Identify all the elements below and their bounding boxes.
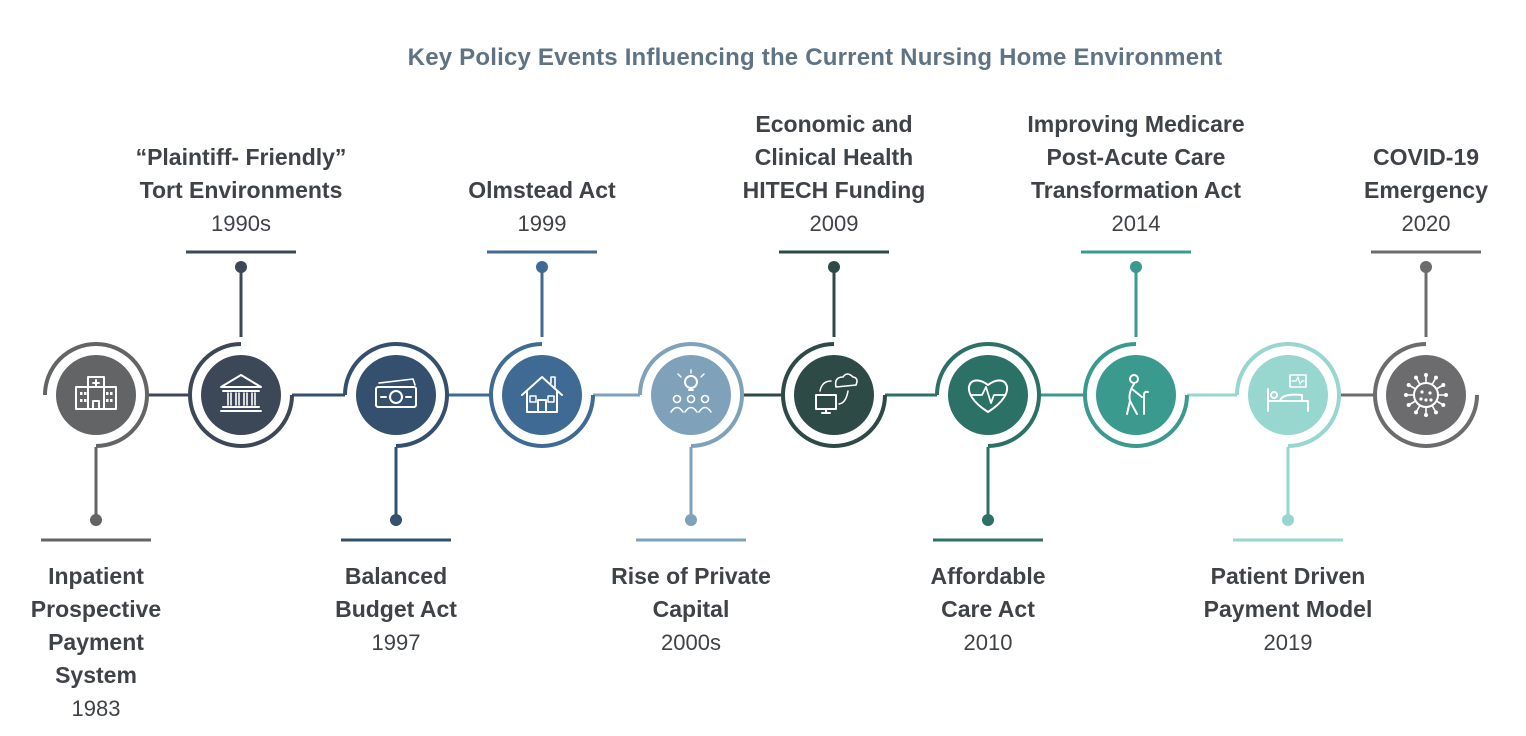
event-label: Improving Medicare Post-Acute Care Trans… [986, 108, 1286, 240]
event-name: Economic and Clinical Health HITECH Fund… [742, 111, 926, 203]
event-year: 2014 [1111, 211, 1161, 236]
event-dot [982, 514, 994, 526]
event-ring [781, 342, 887, 448]
event-circle [56, 355, 136, 435]
event-ring [1373, 342, 1479, 448]
event-dot [1282, 514, 1294, 526]
cloud-computer-icon [815, 373, 858, 414]
event-circle [1096, 355, 1176, 435]
event-name: Patient Driven Payment Model [1203, 563, 1373, 622]
event-year: 2019 [1263, 630, 1313, 655]
event-label: Balanced Budget Act 1997 [246, 560, 546, 659]
event-dot [390, 514, 402, 526]
event-name: “Plaintiff- Friendly” Tort Environments [135, 144, 347, 203]
hospital-icon [75, 376, 117, 410]
event-year: 2000s [661, 630, 721, 655]
event-name: Improving Medicare Post-Acute Care Trans… [1027, 111, 1245, 203]
event-ring [43, 342, 149, 448]
timeline-event [1081, 250, 1191, 448]
event-dot [1420, 261, 1432, 273]
virus-icon [1404, 373, 1448, 417]
event-name: COVID-19 Emergency [1363, 144, 1488, 203]
timeline-event [1371, 250, 1481, 448]
elderly-person-icon [1126, 374, 1149, 415]
timeline-event [933, 342, 1043, 542]
event-label: Patient Driven Payment Model 2019 [1138, 560, 1438, 659]
timeline-event [636, 342, 746, 542]
event-label: COVID-19 Emergency 2020 [1276, 141, 1526, 240]
event-year: 1999 [517, 211, 567, 236]
event-year: 1983 [71, 696, 121, 721]
event-ring [489, 342, 595, 448]
event-ring [188, 342, 294, 448]
event-circle [502, 355, 582, 435]
event-dot [828, 261, 840, 273]
event-year: 2020 [1401, 211, 1451, 236]
event-ring [935, 342, 1041, 448]
event-name: Inpatient Prospective Payment System [30, 563, 162, 688]
event-dot [536, 261, 548, 273]
event-dot [685, 514, 697, 526]
courthouse-icon [220, 374, 262, 412]
event-name: Rise of Private Capital [611, 563, 771, 622]
event-label: Rise of Private Capital 2000s [541, 560, 841, 659]
event-label: “Plaintiff- Friendly” Tort Environments 1… [91, 141, 391, 240]
event-name: Affordable Care Act [930, 563, 1046, 622]
timeline-event [1233, 342, 1343, 542]
timeline-event [487, 250, 597, 448]
event-dot [90, 514, 102, 526]
hospital-bed-icon [1267, 374, 1309, 412]
event-label: Affordable Care Act 2010 [838, 560, 1138, 659]
timeline-event [186, 250, 296, 448]
timeline-event [341, 342, 451, 542]
event-label: Olmstead Act 1999 [392, 174, 692, 240]
event-year: 1997 [371, 630, 421, 655]
event-dot [1130, 261, 1142, 273]
event-year: 2009 [809, 211, 859, 236]
event-dot [235, 261, 247, 273]
diagram-title: Key Policy Events Influencing the Curren… [407, 44, 1223, 71]
event-ring [1083, 342, 1189, 448]
money-icon [375, 378, 417, 408]
event-name: Olmstead Act [468, 177, 616, 203]
timeline-event [779, 250, 889, 448]
event-year: 2010 [963, 630, 1013, 655]
heart-pulse-icon [967, 379, 1009, 413]
event-circle [201, 355, 281, 435]
event-label: Economic and Clinical Health HITECH Fund… [684, 108, 984, 240]
event-ring [638, 342, 744, 448]
house-icon [521, 376, 563, 413]
people-idea-icon [670, 369, 712, 413]
event-circle [1386, 355, 1466, 435]
event-label: Inpatient Prospective Payment System 1983 [0, 560, 246, 725]
event-ring [1235, 342, 1341, 448]
event-ring [343, 342, 449, 448]
event-year: 1990s [211, 211, 271, 236]
event-name: Balanced Budget Act [335, 563, 457, 622]
event-circle [356, 355, 436, 435]
timeline-event [41, 342, 151, 542]
